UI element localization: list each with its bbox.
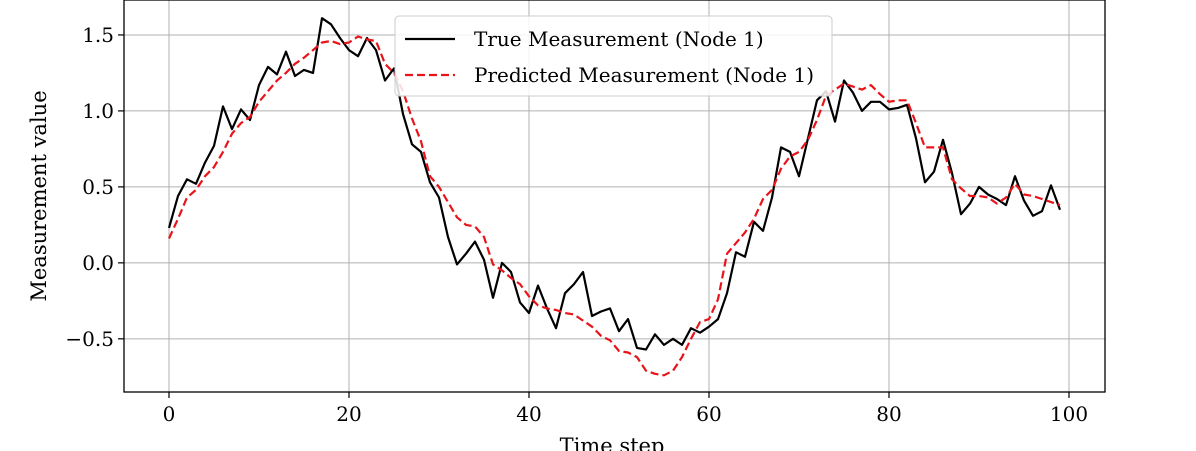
y-tick-label: −0.5 — [65, 327, 114, 351]
x-tick-label: 100 — [1050, 402, 1088, 426]
x-tick-label: 60 — [696, 402, 721, 426]
y-axis-label: Measurement value — [27, 90, 51, 301]
y-tick-label: 1.0 — [82, 99, 114, 123]
grid-lines — [124, 0, 1105, 392]
x-tick-label: 80 — [876, 402, 901, 426]
y-tick-label: 1.5 — [82, 23, 114, 47]
y-tick-label: 0.0 — [82, 251, 114, 275]
x-tick-label: 40 — [516, 402, 541, 426]
x-tick-label: 0 — [163, 402, 176, 426]
series-line-predicted-measurement — [167, 35, 1061, 377]
legend-label-true: True Measurement (Node 1) — [474, 27, 764, 51]
x-tick-label: 20 — [336, 402, 361, 426]
legend: True Measurement (Node 1) Predicted Meas… — [394, 15, 833, 97]
axis-ticks: 0 20 40 60 80 100 −0.5 0.0 0.5 1.0 1.5 — [65, 23, 1088, 426]
series-lines — [167, 17, 1062, 377]
y-tick-label: 0.5 — [82, 175, 114, 199]
legend-box — [394, 15, 833, 97]
legend-label-predicted: Predicted Measurement (Node 1) — [474, 63, 814, 87]
plot-frame — [123, 0, 1106, 393]
x-axis-label: Time step — [560, 434, 665, 451]
